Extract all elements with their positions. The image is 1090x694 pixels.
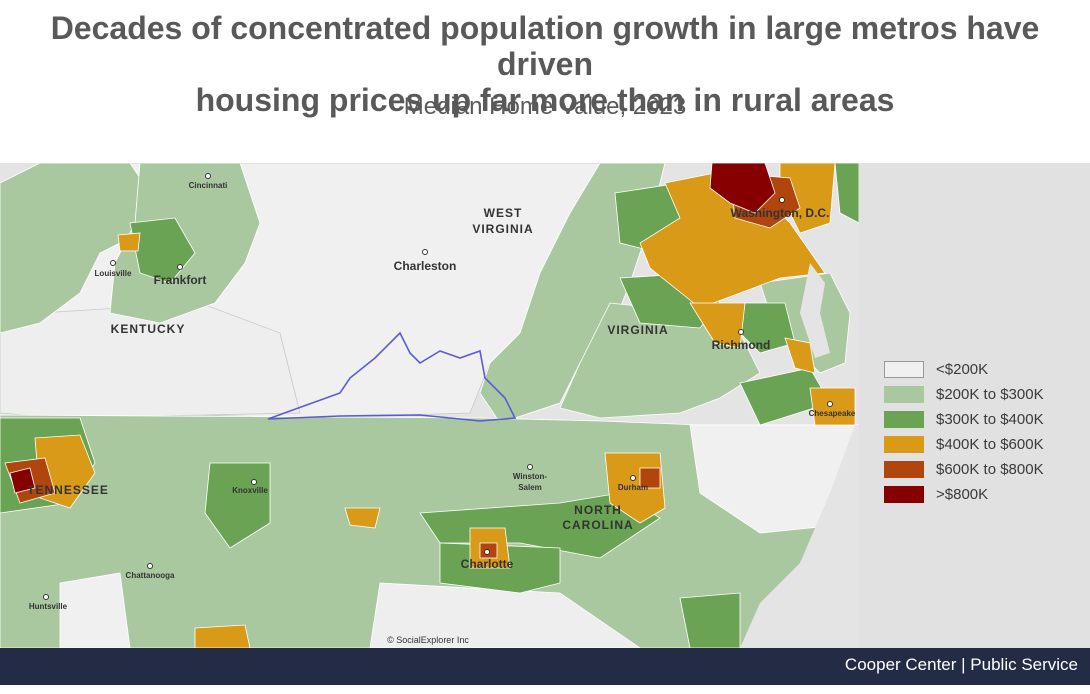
label-north-carolina-1: NORTH xyxy=(574,503,622,517)
legend-swatch xyxy=(884,385,924,403)
legend-swatch xyxy=(884,360,924,378)
legend-label: $200K to $300K xyxy=(936,385,1044,403)
ocean xyxy=(740,425,859,648)
chesapeake-bay xyxy=(800,263,830,358)
region-chesapeake-orange xyxy=(809,387,856,426)
label-washington: Washington, D.C. xyxy=(731,206,830,220)
title-line-1: Decades of concentrated population growt… xyxy=(50,10,1040,82)
label-chattanooga: Chattanooga xyxy=(126,571,175,580)
region-asheville-orange xyxy=(344,507,381,529)
region-nc-coast-green xyxy=(679,592,741,648)
label-west-virginia-2: VIRGINIA xyxy=(472,222,533,236)
label-durham: Durham xyxy=(618,483,648,492)
label-cincinnati: Cincinnati xyxy=(189,181,228,190)
label-frankfort: Frankfort xyxy=(154,273,207,287)
label-richmond: Richmond xyxy=(712,338,771,352)
legend-label: $400K to $600K xyxy=(936,435,1044,453)
region-nashville-darkred xyxy=(9,467,36,494)
chart-subtitle: Median Home Value, 2023 xyxy=(403,93,687,120)
choropleth-map[interactable]: WEST VIRGINIA KENTUCKY VIRGINIA TENNESSE… xyxy=(0,163,859,648)
region-tn-gray-patch xyxy=(59,572,131,648)
label-tennessee: TENNESSEE xyxy=(27,483,109,497)
label-north-carolina-2: CAROLINA xyxy=(562,518,633,532)
region-ky-east xyxy=(0,302,301,419)
legend: <$200K $200K to $300K $300K to $400K $400K … xyxy=(884,359,1044,509)
label-louisville: Louisville xyxy=(95,269,132,278)
legend-item: $400K to $600K xyxy=(884,434,1044,454)
legend-item: >$800K xyxy=(884,484,1044,504)
boundary-highlight xyxy=(267,331,517,422)
region-va-east-orange xyxy=(784,337,816,374)
chart-title: Decades of concentrated population growt… xyxy=(0,10,1090,118)
legend-label: $600K to $800K xyxy=(936,460,1044,478)
label-winston-salem-1: Winston- xyxy=(513,472,547,481)
legend-label: >$800K xyxy=(936,485,989,503)
title-line-2: housing prices up far more than in rural… xyxy=(195,82,895,118)
legend-item: $200K to $300K xyxy=(884,384,1044,404)
region-durham-brown xyxy=(639,467,661,489)
label-kentucky: KENTUCKY xyxy=(111,322,186,336)
legend-item: $300K to $400K xyxy=(884,409,1044,429)
legend-swatch xyxy=(884,410,924,428)
label-west-virginia-1: WEST xyxy=(484,206,523,220)
label-chesapeake: Chesapeake xyxy=(809,409,856,418)
footer-bar: Cooper Center | Public Service xyxy=(0,648,1090,685)
label-huntsville: Huntsville xyxy=(29,602,68,611)
label-knoxville: Knoxville xyxy=(232,486,268,495)
region-dc-core-darkred xyxy=(709,163,776,214)
legend-swatch xyxy=(884,435,924,453)
legend-item: $600K to $800K xyxy=(884,459,1044,479)
map-attribution: © SocialExplorer Inc xyxy=(387,635,469,645)
legend-swatch xyxy=(884,460,924,478)
legend-panel: <$200K $200K to $300K $300K to $400K $400K … xyxy=(859,163,1090,648)
legend-item: <$200K xyxy=(884,359,1044,379)
region-louisville-orange xyxy=(117,232,141,252)
region-va-shore-green xyxy=(834,163,859,224)
label-virginia: VIRGINIA xyxy=(607,323,668,337)
label-winston-salem-2: Salem xyxy=(518,483,542,492)
region-va-piedmont-orange xyxy=(689,302,746,349)
city-markers xyxy=(43,173,833,600)
legend-swatch xyxy=(884,485,924,503)
legend-label: <$200K xyxy=(936,360,989,378)
map-svg: WEST VIRGINIA KENTUCKY VIRGINIA TENNESSE… xyxy=(0,163,859,648)
legend-label: $300K to $400K xyxy=(936,410,1044,428)
footer-text: Cooper Center | Public Service xyxy=(844,655,1078,674)
label-charlotte: Charlotte xyxy=(461,557,514,571)
label-charleston: Charleston xyxy=(394,259,457,273)
region-sc-orange xyxy=(194,624,251,648)
